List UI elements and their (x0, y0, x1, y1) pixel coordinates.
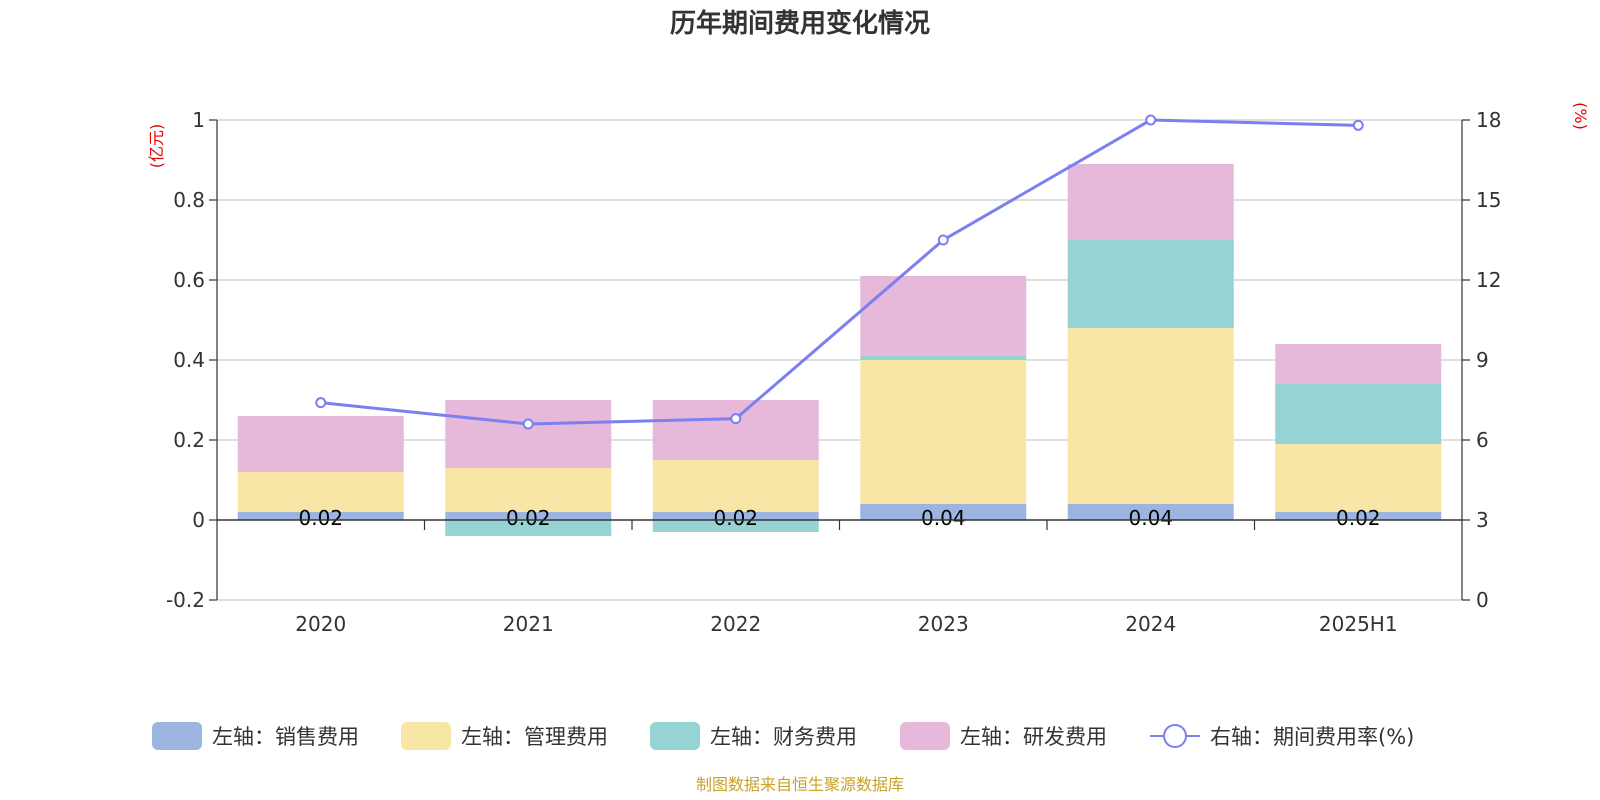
data-label-2025H1: 0.02 (1336, 506, 1381, 530)
left-tick-label: 0.2 (173, 428, 205, 452)
bar-s3-2020 (237, 416, 404, 472)
bar-s1-2023 (860, 360, 1027, 504)
legend-swatch-2 (650, 722, 700, 750)
right-tick-label: 9 (1476, 348, 1489, 372)
right-axis-unit: (%) (1571, 102, 1590, 130)
line-point-2024 (1145, 114, 1157, 126)
bar-s2-2021 (445, 520, 612, 536)
data-labels: 0.02 0.02 0.02 0.04 0.04 0.02 (298, 506, 1380, 530)
x-tick-label-2023: 2023 (918, 612, 969, 636)
bar-s0-2023 (860, 504, 1027, 520)
legend: 左轴：销售费用 左轴：管理费用 左轴：财务费用 左轴：研发费用 右轴：期间费用率(%) (152, 722, 1414, 750)
line-series-group (315, 114, 1364, 430)
x-tick-label-2022: 2022 (710, 612, 761, 636)
left-tick-label: 0 (192, 508, 205, 532)
line-point-2025H1 (1352, 119, 1364, 131)
right-tick-label: 6 (1476, 428, 1489, 452)
source-note: 制图数据来自恒生聚源数据库 (696, 775, 904, 794)
left-tick-label: 1 (192, 108, 205, 132)
left-tick-label: -0.2 (166, 588, 205, 612)
legend-label-1: 左轴：管理费用 (461, 725, 608, 749)
bar-s1-2024 (1067, 328, 1234, 504)
legend-label-0: 左轴：销售费用 (212, 725, 359, 749)
legend-swatch-0 (152, 722, 202, 750)
bar-s1-2022 (652, 460, 819, 512)
bar-s0-2022 (652, 512, 819, 520)
data-label-2020: 0.02 (298, 506, 343, 530)
data-label-2022: 0.02 (713, 506, 758, 530)
bar-s1-2025H1 (1275, 444, 1442, 512)
right-tick-label: 0 (1476, 588, 1489, 612)
right-tick-label: 15 (1476, 188, 1501, 212)
line-point-2020 (315, 397, 327, 409)
left-tick-label: 0.8 (173, 188, 205, 212)
bar-series-group (237, 164, 1442, 536)
x-tick-label-2020: 2020 (295, 612, 346, 636)
bar-s3-2025H1 (1275, 344, 1442, 384)
data-label-2023: 0.04 (921, 506, 966, 530)
x-tick-label-2025H1: 2025H1 (1319, 612, 1398, 636)
bar-s1-2021 (445, 468, 612, 512)
bar-s2-2024 (1067, 240, 1234, 328)
line-point-2021 (522, 418, 534, 430)
right-tick-label: 18 (1476, 108, 1501, 132)
legend-swatch-1 (401, 722, 451, 750)
bar-s2-2025H1 (1275, 384, 1442, 444)
legend-label-2: 左轴：财务费用 (710, 725, 857, 749)
line-point-2023 (937, 234, 949, 246)
bar-s3-2022 (652, 400, 819, 460)
bar-s0-2025H1 (1275, 512, 1442, 520)
line-point-2022 (730, 413, 742, 425)
bar-s2-2022 (652, 520, 819, 532)
axes: -0.2 0 0.2 0.4 0.6 0.8 1 0 3 6 9 12 15 18 2020 2021 2022… (166, 108, 1501, 636)
legend-swatch-marker (1163, 724, 1187, 748)
left-tick-label: 0.4 (173, 348, 205, 372)
bar-s0-2021 (445, 512, 612, 520)
left-axis-unit: (亿元) (147, 124, 166, 169)
data-label-2021: 0.02 (506, 506, 551, 530)
legend-swatch-3 (900, 722, 950, 750)
bar-s2-2023 (860, 356, 1027, 360)
bar-s0-2024 (1067, 504, 1234, 520)
bar-s1-2020 (237, 472, 404, 512)
left-tick-label: 0.6 (173, 268, 205, 292)
grid-lines (217, 119, 1462, 601)
legend-label-4: 右轴：期间费用率(%) (1210, 725, 1414, 749)
x-tick-label-2021: 2021 (503, 612, 554, 636)
expense-rate-line (320, 118, 1359, 426)
bar-s3-2021 (445, 400, 612, 468)
chart-title: 历年期间费用变化情况 (670, 8, 930, 39)
x-tick-label-2024: 2024 (1125, 612, 1176, 636)
right-tick-label: 12 (1476, 268, 1501, 292)
bar-s3-2023 (860, 276, 1027, 356)
data-label-2024: 0.04 (1128, 506, 1173, 530)
legend-label-3: 左轴：研发费用 (960, 725, 1107, 749)
bar-s3-2024 (1067, 164, 1234, 240)
bar-s0-2020 (237, 512, 404, 520)
right-tick-label: 3 (1476, 508, 1489, 532)
